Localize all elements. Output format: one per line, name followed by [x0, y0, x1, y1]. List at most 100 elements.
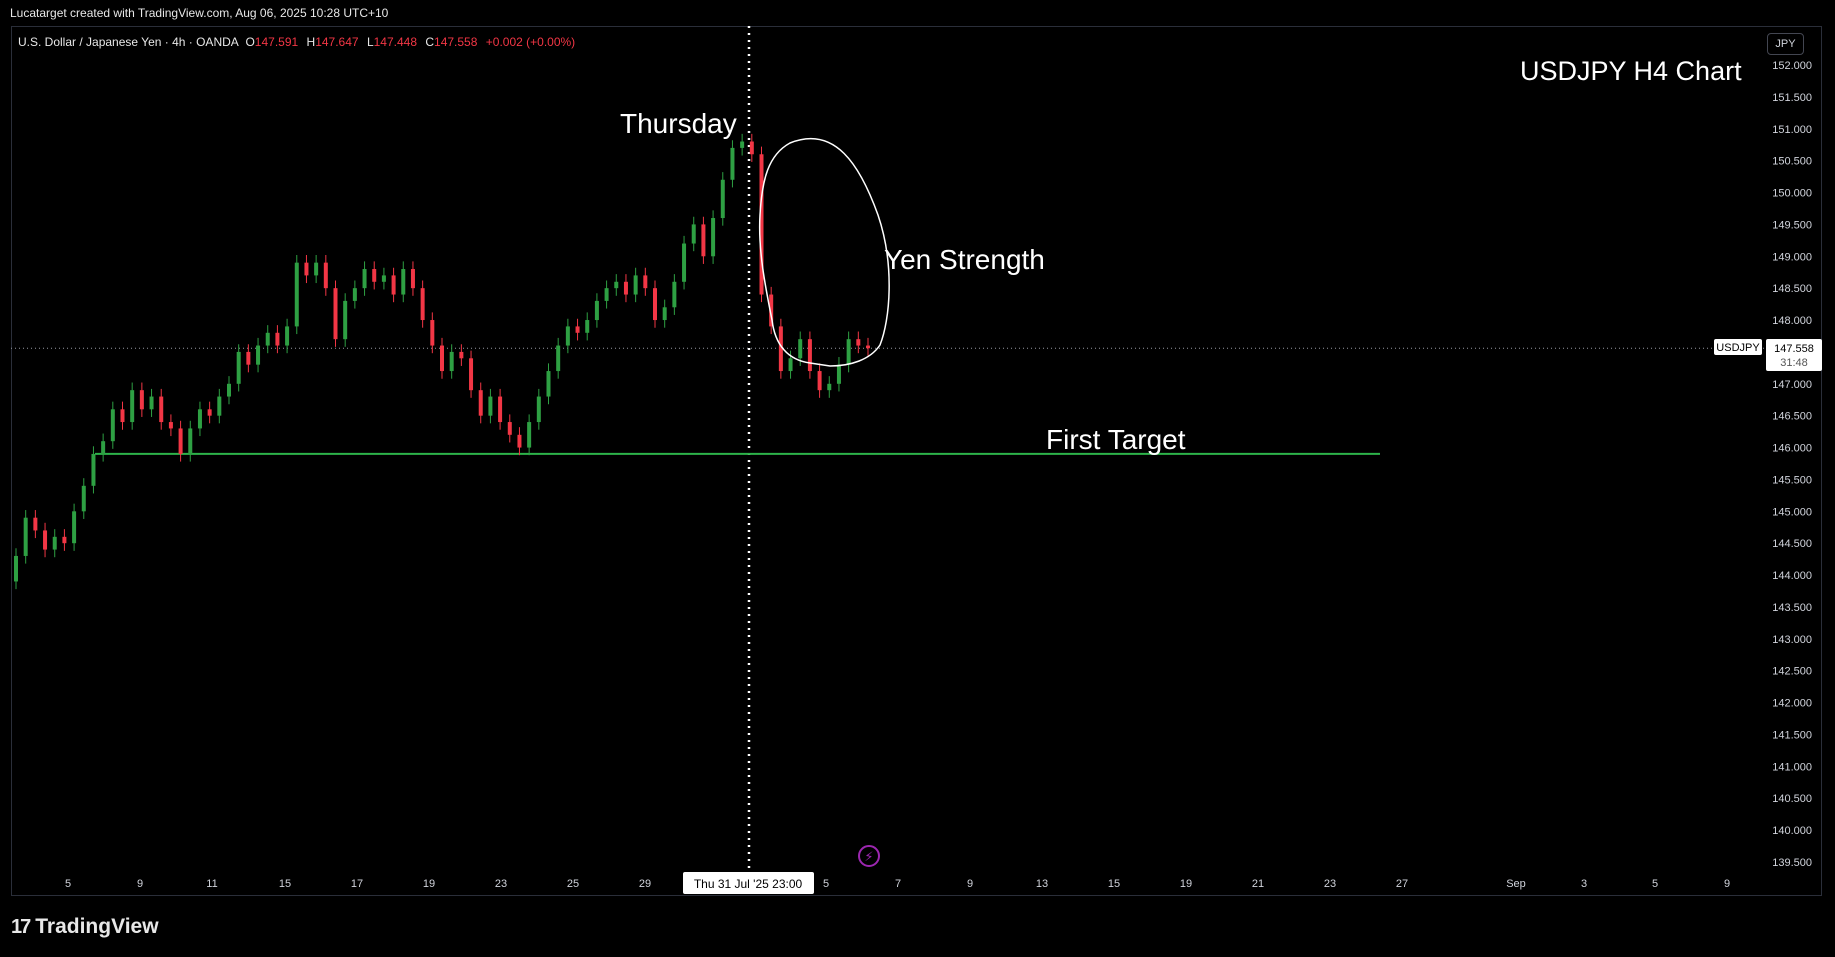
candle-up [381, 275, 386, 282]
candle-down [333, 288, 338, 340]
candle-up [197, 409, 202, 429]
time-tick-label: 9 [1724, 878, 1730, 890]
candle-up [449, 351, 454, 372]
yen-strength-annotation[interactable]: Yen Strength [884, 244, 1045, 275]
candle-up [565, 326, 570, 346]
price-tick-label: 148.000 [1772, 315, 1812, 327]
yen-strength-highlight-ellipse[interactable] [758, 137, 890, 367]
price-tick-label: 150.500 [1772, 156, 1812, 168]
time-tick-label: 23 [495, 878, 507, 890]
first-target-annotation[interactable]: First Target [1046, 424, 1186, 455]
candle-up [720, 179, 725, 219]
change-value: +0.002 (+0.00%) [485, 35, 576, 49]
candle-up [343, 300, 348, 340]
price-tick-label: 142.000 [1772, 698, 1812, 710]
crosshair-time-label: Thu 31 Jul '25 23:00 [683, 872, 814, 894]
candle-down [420, 288, 425, 321]
candle-up [536, 396, 541, 423]
candle-down [139, 390, 144, 410]
candle-down [498, 396, 503, 423]
price-tick-label: 149.000 [1772, 251, 1812, 263]
time-tick-label: Sep [1506, 878, 1526, 890]
price-axis[interactable]: 152.000 151.500 151.000 150.500 150.000 149.5… [1772, 60, 1812, 869]
price-tick-label: 145.500 [1772, 474, 1812, 486]
currency-button[interactable]: JPY [1767, 33, 1804, 55]
time-tick-label: 25 [567, 878, 579, 890]
lightning-glyph: ⚡ [864, 850, 873, 865]
lightning-event-icon[interactable] [858, 845, 880, 867]
time-tick-label: 21 [1252, 878, 1264, 890]
candle-down [701, 224, 706, 257]
candle-up [314, 262, 319, 276]
price-tick-label: 140.000 [1772, 825, 1812, 837]
tradingview-brand-text: TradingView [35, 915, 159, 938]
candle-up [227, 383, 231, 397]
high-value: 147.647 [315, 35, 359, 49]
candle-up [798, 339, 803, 359]
time-tick-label: 17 [351, 878, 363, 890]
last-price-tag[interactable]: USDJPY 147.558 31:48 [1714, 339, 1822, 371]
crosshair-time-text: Thu 31 Jul '25 23:00 [694, 877, 803, 891]
candle-up [672, 281, 677, 308]
tradingview-logo-icon: 17 [11, 915, 31, 938]
candle-up [217, 396, 222, 416]
time-tick-label: 11 [206, 878, 217, 890]
price-tick-label: 141.000 [1772, 761, 1812, 773]
price-tick-label: 152.000 [1772, 60, 1812, 72]
candle-up [149, 396, 154, 410]
candle-up [285, 326, 290, 346]
candle-down [62, 536, 67, 544]
candle-up [594, 300, 599, 321]
price-tag-countdown: 31:48 [1780, 357, 1808, 369]
candle-up [604, 288, 609, 301]
candle-up [711, 218, 716, 257]
close-label: C [425, 35, 435, 49]
symbol-ohlc-legend: U.S. Dollar / Japanese Yen · 4h · OANDA … [18, 35, 575, 49]
price-tick-label: 151.500 [1772, 92, 1812, 104]
time-tick-label: 19 [423, 878, 435, 890]
candle-up [740, 141, 745, 148]
candle-up [401, 269, 406, 295]
candle-up [294, 262, 299, 327]
candle-up [91, 453, 96, 486]
time-axis[interactable]: 5 9 11 15 17 19 23 25 29 5 7 9 13 15 19 21 23 27 Sep 3 5 9 [65, 878, 1730, 890]
price-tag-value: 147.558 [1774, 343, 1814, 355]
candle-up [362, 269, 367, 289]
candle-down [323, 262, 328, 289]
candle-up [72, 511, 77, 544]
candle-down [856, 339, 861, 346]
symbol-description: U.S. Dollar / Japanese Yen · 4h · OANDA [18, 35, 239, 49]
candle-down [459, 351, 464, 359]
candle-down [275, 332, 280, 346]
candles[interactable] [14, 133, 870, 590]
tradingview-logo[interactable]: 17 TradingView [11, 915, 159, 939]
candle-up [556, 345, 561, 372]
time-tick-label: 15 [1108, 878, 1120, 890]
candle-up [836, 364, 841, 384]
candle-up [52, 536, 57, 550]
low-label: L [366, 35, 374, 49]
candle-down [749, 141, 754, 155]
candle-up [265, 332, 270, 346]
price-tick-label: 145.000 [1772, 506, 1812, 518]
candle-down [653, 288, 657, 321]
candle-up [691, 224, 696, 244]
symbol-tag-bg [1714, 339, 1762, 355]
candle-down [246, 351, 251, 365]
candle-down [575, 326, 580, 333]
time-tick-label: 15 [279, 878, 291, 890]
candle-up [488, 396, 493, 416]
open-value: 147.591 [254, 35, 299, 49]
time-tick-label: 9 [137, 878, 143, 890]
candle-down [207, 409, 212, 416]
candle-down [469, 358, 474, 391]
candle-down [33, 517, 38, 531]
candle-up [846, 339, 851, 365]
time-tick-label: 3 [1581, 878, 1587, 890]
chart-frame[interactable] [11, 26, 1822, 896]
symbol-tag: USDJPY [1716, 342, 1760, 354]
thursday-annotation[interactable]: Thursday [620, 108, 737, 139]
candle-up [110, 409, 115, 442]
price-tick-label: 150.000 [1772, 188, 1812, 200]
